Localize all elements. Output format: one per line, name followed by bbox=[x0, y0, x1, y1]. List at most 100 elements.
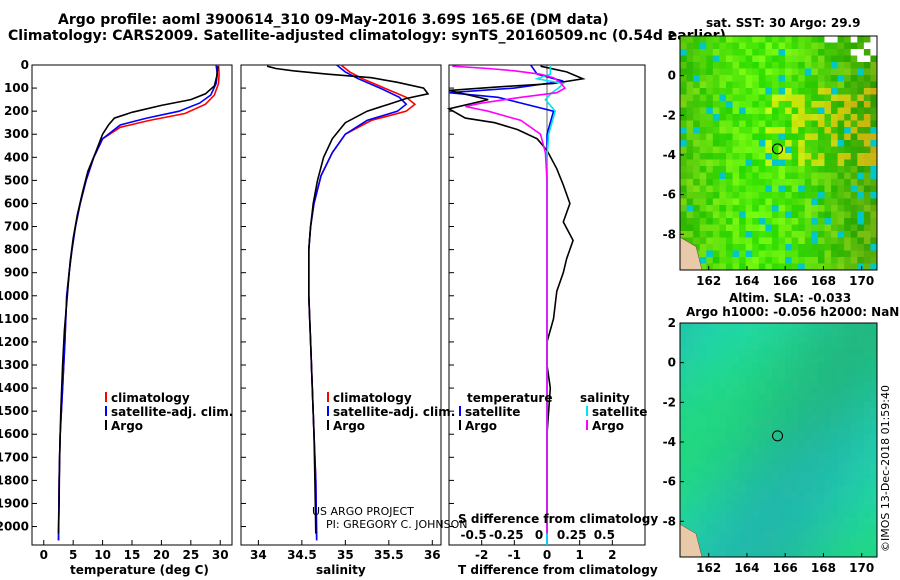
map-cell bbox=[732, 133, 740, 141]
map-cell bbox=[732, 114, 740, 121]
map-cell bbox=[824, 459, 832, 467]
map-cell bbox=[686, 127, 694, 134]
map-cell bbox=[850, 394, 858, 402]
map-cell bbox=[765, 550, 773, 557]
map-cell bbox=[850, 231, 858, 238]
map-cell bbox=[693, 94, 701, 102]
map-cell bbox=[765, 153, 773, 160]
map-cell bbox=[686, 179, 694, 186]
map-cell bbox=[712, 205, 720, 212]
map-cell bbox=[863, 205, 871, 212]
map-cell bbox=[863, 498, 871, 506]
map-cell bbox=[817, 407, 825, 415]
map-cell bbox=[844, 205, 852, 212]
map-cell bbox=[765, 511, 773, 519]
map-cell bbox=[857, 81, 865, 89]
map-cell bbox=[732, 211, 740, 219]
map-cell bbox=[824, 511, 832, 519]
map-cell bbox=[771, 368, 779, 376]
map-cell bbox=[725, 362, 734, 369]
map-cell bbox=[745, 107, 753, 115]
map-cell bbox=[857, 453, 865, 460]
map-cell bbox=[745, 172, 753, 180]
map-cell bbox=[712, 101, 720, 108]
map-cell bbox=[798, 62, 806, 69]
map-cell bbox=[732, 531, 740, 538]
map-cell bbox=[844, 68, 852, 76]
legend-1-1-label: satellite-adj. clim. bbox=[333, 405, 455, 419]
map-cell bbox=[725, 88, 734, 95]
map-cell bbox=[758, 381, 766, 389]
map-cell bbox=[791, 94, 799, 102]
map-cell bbox=[837, 342, 845, 350]
map-cell bbox=[732, 257, 740, 264]
map-cell bbox=[758, 453, 766, 460]
map-cell bbox=[765, 466, 773, 473]
map-cell bbox=[837, 42, 845, 50]
map-cell bbox=[739, 81, 747, 89]
map-cell bbox=[686, 224, 694, 232]
map-cell bbox=[844, 49, 852, 56]
map-cell bbox=[785, 466, 793, 473]
map-cell bbox=[771, 537, 779, 545]
map-cell bbox=[817, 511, 825, 519]
map-cell bbox=[844, 498, 852, 506]
map-cell bbox=[739, 368, 747, 376]
map-cell bbox=[706, 172, 714, 180]
map-cell bbox=[857, 114, 865, 121]
map-cell bbox=[706, 492, 714, 499]
map-cell bbox=[758, 140, 766, 147]
map-cell bbox=[699, 172, 707, 180]
map-cell bbox=[745, 153, 753, 160]
map-cell bbox=[752, 185, 760, 193]
map-frame-4 bbox=[679, 322, 878, 558]
map-cell bbox=[680, 159, 688, 167]
map-cell bbox=[758, 133, 766, 141]
map-cell bbox=[725, 323, 734, 330]
map-cell bbox=[739, 218, 747, 225]
map-cell bbox=[817, 55, 825, 63]
map-cell bbox=[857, 498, 865, 506]
map-cell bbox=[778, 459, 786, 467]
map-cell bbox=[739, 224, 747, 232]
map-cell bbox=[857, 133, 865, 141]
map-cell bbox=[758, 375, 766, 382]
map-cell bbox=[817, 244, 825, 251]
map-cell bbox=[712, 381, 720, 389]
sla-map-title: Altim. SLA: -0.033 bbox=[729, 291, 852, 305]
map-cell bbox=[798, 498, 806, 506]
map-cell bbox=[706, 498, 714, 506]
map-cell bbox=[811, 433, 819, 441]
map-cell bbox=[857, 531, 865, 538]
map-cell bbox=[863, 120, 871, 128]
map-cell bbox=[870, 524, 877, 532]
map-cell bbox=[719, 433, 727, 441]
imos-stamp: ©IMOS 13-Dec-2018 01:59:40 bbox=[879, 385, 892, 552]
map-cell bbox=[765, 381, 773, 389]
map-cell bbox=[863, 323, 871, 330]
map-cell bbox=[778, 472, 786, 480]
map-cell bbox=[870, 107, 877, 115]
map-cell bbox=[804, 88, 812, 95]
map-cell bbox=[745, 401, 753, 408]
map-cell bbox=[857, 146, 865, 154]
map-cell bbox=[798, 36, 806, 43]
map-cell bbox=[850, 218, 858, 225]
map-cell bbox=[817, 537, 825, 545]
map-cell bbox=[824, 544, 832, 551]
map-cell bbox=[719, 531, 727, 538]
map-cell bbox=[765, 518, 773, 525]
map-cell bbox=[811, 231, 819, 238]
map-cell bbox=[706, 153, 714, 160]
map-cell bbox=[706, 133, 714, 141]
map-cell bbox=[693, 192, 701, 199]
map-cell bbox=[837, 433, 845, 441]
map-cell bbox=[831, 342, 839, 350]
map-cell bbox=[706, 257, 714, 264]
map-cell bbox=[758, 479, 766, 486]
map-cell bbox=[811, 62, 819, 69]
map-cell bbox=[706, 192, 714, 199]
map-cell bbox=[686, 505, 694, 512]
map-cell bbox=[791, 485, 799, 493]
map-cell bbox=[771, 388, 779, 395]
